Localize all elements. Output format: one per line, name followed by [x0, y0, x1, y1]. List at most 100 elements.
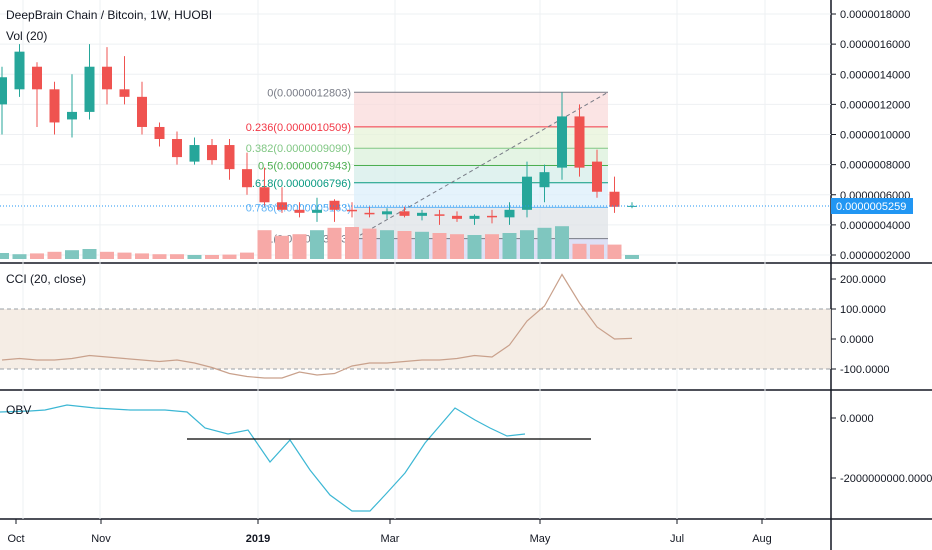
volume-bar: [292, 234, 307, 259]
candle-body[interactable]: [207, 145, 217, 161]
volume-bar: [47, 251, 62, 259]
fib-zone: [354, 165, 608, 183]
price-axis-tick: 0.0000016000: [840, 39, 910, 51]
cci-band: [0, 309, 831, 369]
symbol-title[interactable]: DeepBrain Chain / Bitcoin, 1W, HUOBI: [6, 8, 213, 22]
fib-level-label: 0(0.0000012803): [267, 87, 351, 99]
obv-line: [0, 404, 526, 512]
candle-body[interactable]: [504, 209, 515, 218]
volume-bar: [345, 227, 359, 259]
current-price-badge: 0.0000005259: [831, 198, 913, 214]
volume-bar: [380, 230, 394, 259]
candle-body[interactable]: [224, 145, 235, 170]
candle-body[interactable]: [242, 169, 252, 188]
candle-body[interactable]: [592, 161, 602, 192]
candle-body[interactable]: [32, 66, 42, 90]
candle-body[interactable]: [364, 212, 375, 215]
candle-body[interactable]: [627, 205, 637, 207]
candle-body[interactable]: [49, 89, 60, 123]
fib-zone: [354, 148, 608, 166]
volume-bar: [467, 235, 482, 259]
volume-bar: [450, 234, 464, 259]
cci-axis[interactable]: 200.0000 100.0000 0.0000 -100.0000: [831, 274, 890, 376]
cci-pane[interactable]: [0, 273, 831, 379]
candle-body[interactable]: [102, 66, 112, 90]
price-axis-tick: 0.0000008000: [840, 160, 910, 172]
candle-body[interactable]: [434, 214, 445, 216]
fib-level-label: 0.382(0.0000009090): [246, 143, 351, 155]
candle-body[interactable]: [154, 126, 165, 140]
candle-body[interactable]: [259, 187, 270, 203]
volume-bar: [537, 227, 552, 259]
time-axis-label: Aug: [752, 533, 772, 545]
fib-zone: [354, 126, 608, 149]
volume-bar: [625, 255, 639, 259]
candle-body[interactable]: [522, 176, 532, 210]
obv-axis-tick: -2000000000.0000: [840, 473, 932, 485]
candle-body[interactable]: [382, 211, 392, 215]
candle-body[interactable]: [67, 111, 77, 120]
volume-bar: [135, 253, 149, 259]
volume-bar: [607, 244, 622, 259]
price-axis-tick: 0.0000002000: [840, 250, 910, 262]
candle-body[interactable]: [119, 89, 130, 97]
volume-bar: [152, 254, 167, 259]
price-axis-tick: 0.0000010000: [840, 130, 910, 142]
volume-bar: [520, 230, 534, 259]
price-axis[interactable]: 0.0000018000 0.0000016000 0.0000014000 0.00…: [831, 9, 910, 262]
fib-level-label: 0.618(0.0000006796): [246, 178, 351, 190]
candle-body[interactable]: [137, 96, 147, 127]
candle-body[interactable]: [189, 145, 200, 162]
obv-axis[interactable]: 0.0000 -2000000000.0000: [831, 413, 932, 485]
time-axis-label: Mar: [381, 533, 400, 545]
price-axis-tick: 0.0000004000: [840, 220, 910, 232]
volume-bar: [572, 243, 587, 259]
candle-body[interactable]: [452, 215, 462, 219]
candle-body[interactable]: [417, 212, 427, 216]
obv-axis-tick: 0.0000: [840, 413, 874, 425]
candle-body[interactable]: [84, 66, 95, 112]
volume-bar: [82, 249, 97, 259]
obv-indicator-label[interactable]: OBV: [6, 403, 32, 417]
volume-bar: [65, 250, 79, 259]
volume-bar: [240, 252, 254, 259]
fib-level-label: 0.786(0.0000005163): [246, 202, 351, 214]
time-axis-label: Nov: [91, 533, 111, 545]
candle-body[interactable]: [14, 51, 25, 90]
candle-body[interactable]: [0, 77, 7, 105]
cci-axis-tick: 100.0000: [840, 304, 886, 316]
time-axis[interactable]: Oct Nov 2019 Mar May Jul Aug: [7, 519, 772, 545]
volume-bar: [397, 231, 412, 259]
time-axis-label: May: [530, 533, 551, 545]
fib-zone: [354, 182, 608, 208]
volume-bar: [555, 226, 569, 259]
cci-indicator-label[interactable]: CCI (20, close): [6, 272, 87, 286]
candle-body[interactable]: [469, 215, 480, 219]
volume-bar: [362, 228, 377, 259]
volume-bar: [0, 253, 9, 259]
cci-line: [1, 273, 633, 379]
volume-bar: [222, 254, 237, 259]
volume-indicator-label[interactable]: Vol (20): [6, 29, 48, 43]
candle-body[interactable]: [294, 209, 305, 213]
candle-body[interactable]: [329, 200, 340, 210]
candle-body[interactable]: [399, 211, 410, 216]
candle-body[interactable]: [574, 116, 585, 168]
volume-bar: [30, 253, 44, 259]
candle-body[interactable]: [312, 209, 322, 213]
candle-body[interactable]: [487, 215, 497, 218]
candle-body[interactable]: [609, 191, 620, 207]
fib-level-label: 0.5(0.0000007943): [258, 160, 351, 172]
candle-body[interactable]: [172, 139, 182, 158]
cci-axis-tick: 200.0000: [840, 274, 886, 286]
candle-body[interactable]: [557, 116, 567, 168]
volume-bar: [100, 251, 114, 259]
obv-pane[interactable]: [0, 404, 591, 512]
price-axis-tick: 0.0000012000: [840, 99, 910, 111]
volume-bar: [485, 234, 499, 259]
volume-bar: [415, 231, 429, 259]
volume-bars: [0, 226, 639, 259]
candle-body[interactable]: [347, 209, 357, 212]
candle-body[interactable]: [539, 172, 550, 188]
